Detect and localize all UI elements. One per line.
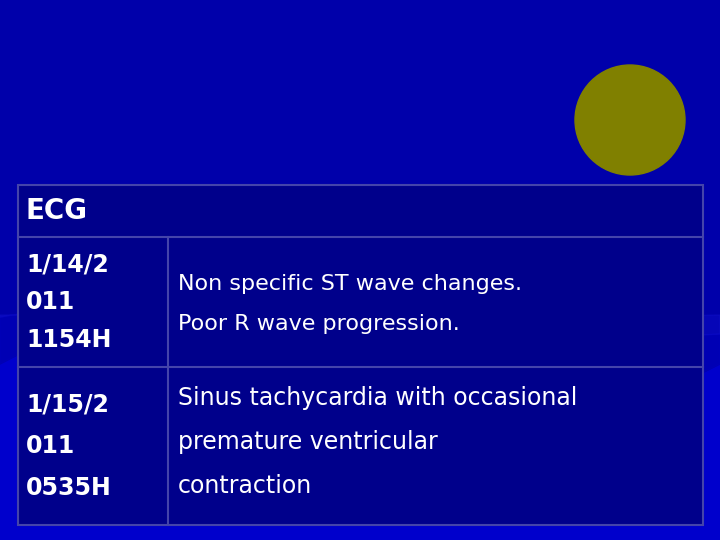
Text: 1/15/2: 1/15/2 <box>26 392 109 416</box>
Text: Sinus tachycardia with occasional: Sinus tachycardia with occasional <box>178 386 577 410</box>
Circle shape <box>575 65 685 175</box>
Bar <box>18 185 703 525</box>
Text: ECG: ECG <box>26 197 88 225</box>
Text: Non specific ST wave changes.: Non specific ST wave changes. <box>178 274 522 294</box>
Text: 011: 011 <box>26 290 76 314</box>
Text: 1154H: 1154H <box>26 328 112 352</box>
Text: Poor R wave progression.: Poor R wave progression. <box>178 314 460 334</box>
Text: 1/14/2: 1/14/2 <box>26 252 109 276</box>
Text: premature ventricular: premature ventricular <box>178 430 438 454</box>
Text: 0535H: 0535H <box>26 476 112 500</box>
Text: 011: 011 <box>26 434 76 458</box>
Text: contraction: contraction <box>178 474 312 498</box>
